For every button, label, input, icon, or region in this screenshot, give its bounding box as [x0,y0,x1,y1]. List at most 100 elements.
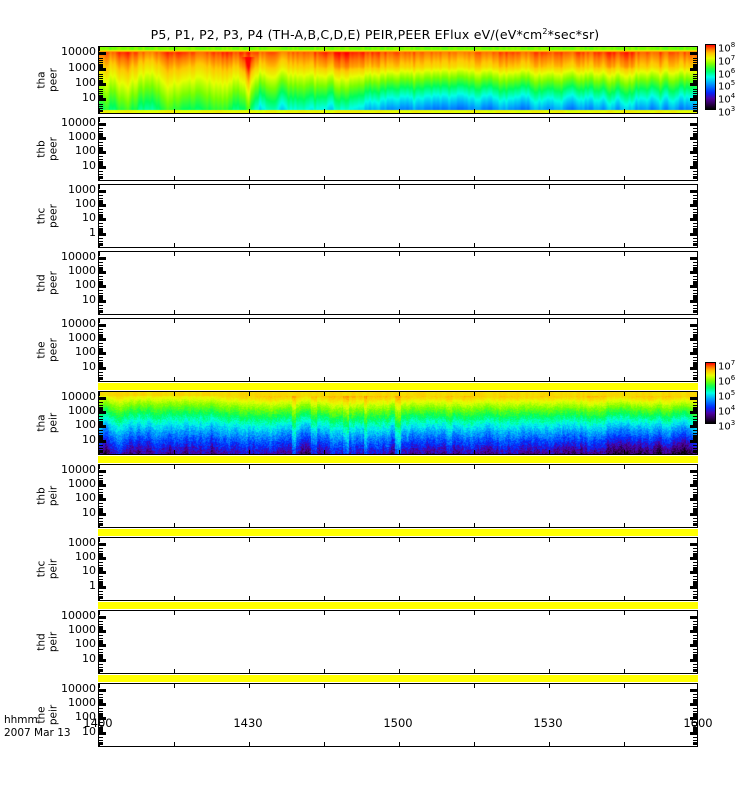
y-tick-minor [693,363,697,364]
y-tick-minor [693,217,697,218]
x-tick [399,109,400,113]
x-tick-top [99,47,100,51]
x-tick-top [549,47,550,51]
y-tick-minor [99,521,103,522]
y-tick-minor [693,337,697,338]
y-tick-minor [693,743,697,744]
x-tick [174,596,175,600]
x-tick [549,310,550,314]
x-tick [249,523,250,527]
x-tick-top [399,684,400,688]
y-tick-minor [99,174,103,175]
y-tick-minor [693,149,697,150]
y-tick-minor [693,496,697,497]
y-tick-minor [693,518,697,519]
y-tick-major [690,190,697,193]
y-tick-minor [693,348,697,349]
y-tick-major [690,233,697,236]
x-tick-top [549,538,550,542]
x-tick [174,450,175,454]
y-tick-minor [693,722,697,723]
y-tick-label: 100 [75,197,96,210]
separator-bar [98,529,698,536]
y-tick-minor [99,214,103,215]
plot-area-tha-peir[interactable] [98,391,698,455]
y-tick-minor [693,742,697,743]
y-tick-minor [693,512,697,513]
y-tick-major [99,630,106,633]
plot-area-the-peir[interactable] [98,683,698,747]
y-tick-minor [693,652,697,653]
y-tick-label: 10000 [61,116,96,129]
y-tick-minor [693,299,697,300]
x-tick [624,243,625,247]
y-tick-minor [99,716,103,717]
x-tick [624,176,625,180]
y-tick-minor [99,629,103,630]
plot-area-tha-peer[interactable] [98,46,698,114]
y-tick-minor [693,60,697,61]
y-tick-minor [693,91,697,92]
y-tick-minor [693,584,697,585]
y-tick-minor [99,377,103,378]
y-tick-minor [99,585,103,586]
y-tick-minor [99,58,103,59]
y-tick-minor [99,145,103,146]
y-tick-label: 100 [75,418,96,431]
y-tick-minor [693,475,697,476]
y-tick-minor [99,128,103,129]
y-tick-label: 10000 [61,463,96,476]
y-tick-major [99,52,106,55]
y-tick-label: 10000 [61,390,96,403]
y-tick-minor [693,296,697,297]
colorbar-peer: 108 107 106 105 104 103 [705,41,745,118]
y-tick-minor [99,162,103,163]
y-tick-minor [693,667,697,668]
y-tick-label: 10000 [61,45,96,58]
y-tick-minor [99,62,103,63]
panel-tha-peir: 10000 1000 100 10 tha peir [36,391,698,463]
x-tick [399,243,400,247]
x-tick-top [99,185,100,189]
plot-area-thc-peer[interactable] [98,184,698,248]
x-tick [249,742,250,746]
y-tick-label: 10000 [61,609,96,622]
y-tick-major [690,470,697,473]
x-tick-top [249,538,250,542]
y-tick-minor [693,379,697,380]
plot-area-thb-peir[interactable] [98,464,698,528]
y-tick-minor [99,570,103,571]
plot-area-thd-peir[interactable] [98,610,698,674]
y-tick-minor [99,597,103,598]
y-tick-minor [693,424,697,425]
x-tick [399,523,400,527]
plot-area-thb-peer[interactable] [98,117,698,181]
y-tick-minor [99,284,103,285]
y-tick-minor [99,450,103,451]
x-tick-top [174,185,175,189]
y-tick-minor [693,293,697,294]
plot-area-thc-peir[interactable] [98,537,698,601]
panel-label-line2: peer [47,137,59,161]
y-tick-label: 10000 [61,317,96,330]
y-tick-minor [99,96,103,97]
y-tick-major [690,397,697,400]
colorbar-mantissa: 10 [718,361,731,373]
y-tick-minor [693,591,697,592]
y-tick-minor [99,95,103,96]
y-tick-minor [99,241,103,242]
y-tick-minor [693,93,697,94]
y-tick-minor [693,67,697,68]
plot-area-the-peer[interactable] [98,318,698,382]
y-tick-major [99,543,106,546]
y-tick-major [99,166,106,169]
x-tick-top [99,538,100,542]
y-tick-minor [99,715,103,716]
plot-area-thd-peer[interactable] [98,251,698,315]
y-tick-minor [693,419,697,420]
colorbar-mantissa: 10 [718,376,731,388]
y-tick-minor [99,495,103,496]
y-tick-minor [99,364,103,365]
y-tick-minor [99,195,103,196]
y-tick-major [690,123,697,126]
